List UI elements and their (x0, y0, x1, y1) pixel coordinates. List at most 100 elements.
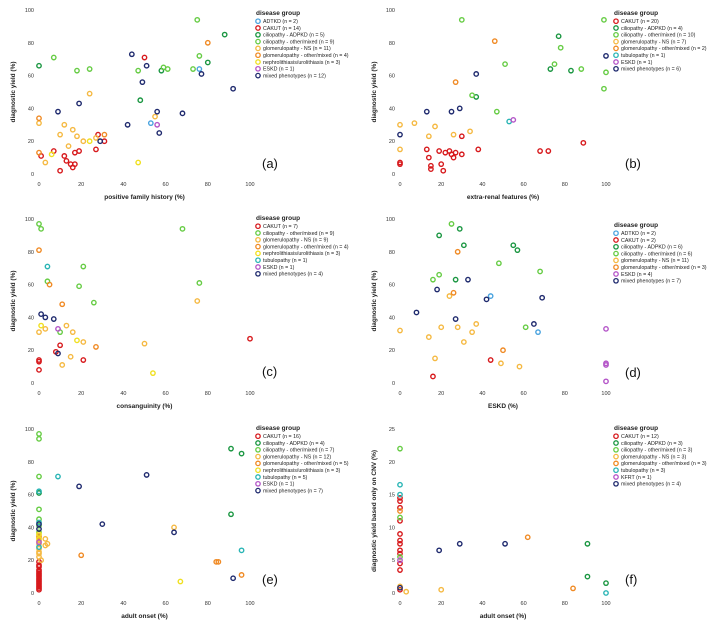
y-tick-label: 40 (389, 315, 395, 321)
data-point (458, 16, 465, 23)
data-point (69, 329, 76, 336)
legend-marker (255, 31, 261, 38)
data-point (425, 334, 432, 340)
x-tick-label: 80 (562, 601, 568, 607)
x-axis-label: ESKD (%) (488, 403, 518, 410)
legend-marker (613, 18, 619, 25)
data-point (469, 92, 475, 99)
data-point (238, 547, 245, 554)
data-point (76, 148, 82, 154)
legend-marker (255, 264, 261, 270)
data-point (423, 146, 430, 153)
data-point (74, 337, 80, 344)
x-tick-label: 60 (521, 182, 527, 188)
data-point (38, 225, 45, 232)
legend-entry: ESKD (n = 1) (263, 482, 295, 488)
legend-entry: ciliopathy - ADPKD (n = 6) (621, 245, 683, 251)
x-tick-label: 0 (37, 391, 40, 397)
panel-f: 0 20 40 60 80 100 0 5 10 15 20 25 adult onset (%) dia… (371, 425, 707, 620)
data-point (397, 567, 403, 573)
data-point (74, 67, 80, 74)
panel-label: (c) (262, 364, 277, 379)
data-point (430, 373, 436, 380)
data-point (551, 61, 558, 68)
data-point (141, 54, 148, 61)
data-point (469, 329, 475, 336)
legend-entry: ciliopathy - other/mixed (n = 3) (621, 448, 693, 454)
data-point (397, 327, 403, 334)
data-point (247, 335, 253, 342)
data-point (76, 483, 82, 490)
x-tick-label: 60 (163, 182, 169, 188)
data-point (465, 276, 471, 283)
data-point (135, 159, 142, 166)
data-point (204, 39, 211, 46)
data-point (141, 340, 148, 347)
legend-marker (613, 460, 619, 467)
legend-marker (613, 474, 619, 480)
legend-entry: mixed phenotypes (n = 4) (263, 272, 323, 278)
y-tick-label: 15 (389, 493, 395, 499)
legend-marker (613, 38, 619, 45)
legend-entry: glomerulopathy - other/mixed (n = 4) (263, 244, 349, 250)
data-point (150, 370, 156, 377)
data-point (179, 110, 186, 117)
legend-entry: ciliopathy - ADPKD (n = 5) (263, 33, 325, 39)
panel-e: 0 20 40 60 80 100 0 20 40 60 80 100 adult onset (%) d… (10, 425, 349, 620)
data-point (397, 531, 403, 537)
data-point (460, 242, 467, 249)
data-point (397, 514, 403, 521)
data-point (403, 588, 410, 595)
x-tick-label: 60 (163, 601, 169, 607)
data-point (557, 44, 564, 51)
data-point (80, 357, 87, 363)
data-point (143, 472, 150, 478)
x-tick-label: 40 (120, 391, 126, 397)
y-tick-label: 20 (389, 348, 395, 354)
data-point (36, 435, 42, 442)
data-point (397, 494, 403, 501)
data-point (36, 550, 42, 557)
data-point (473, 71, 480, 77)
x-tick-label: 0 (398, 601, 401, 607)
data-point (397, 504, 403, 511)
data-point (448, 221, 455, 227)
data-point (59, 362, 66, 368)
panel-label: (e) (262, 572, 278, 587)
legend-entry: ciliopathy - other/mixed (n = 6) (621, 251, 693, 257)
y-tick-label: 40 (28, 106, 34, 112)
data-point (397, 161, 403, 168)
legend-marker (255, 474, 261, 480)
data-point (397, 498, 403, 505)
data-point (397, 586, 403, 593)
data-point (584, 540, 591, 547)
data-point (547, 66, 554, 72)
legend-entry: CAKUT (n = 7) (263, 224, 298, 230)
y-tick-label: 0 (392, 172, 395, 178)
y-tick-label: 40 (389, 106, 395, 112)
legend-marker (255, 45, 261, 52)
data-point (425, 133, 432, 140)
data-point (55, 350, 61, 357)
legend-entry: glomerulopathy - other/mixed (n = 3) (621, 265, 707, 271)
data-point (537, 148, 543, 154)
data-point (454, 324, 461, 331)
data-point (57, 167, 63, 174)
data-point (55, 473, 61, 480)
y-axis-label: diagnostic yield (%) (371, 61, 378, 122)
y-tick-label: 100 (25, 217, 34, 223)
data-point (458, 133, 465, 140)
legend-entry: tubulopathy (n = 1) (263, 258, 308, 264)
x-tick-label: 80 (562, 391, 568, 397)
x-tick-label: 80 (205, 601, 211, 607)
legend-title: disease group (256, 10, 300, 17)
data-point (36, 358, 42, 365)
x-tick-label: 80 (205, 391, 211, 397)
data-point (510, 242, 517, 249)
y-axis-label: diagnostic yield based only on CNV (%) (371, 450, 378, 572)
legend-marker (613, 433, 619, 440)
data-point (568, 67, 574, 74)
x-axis-label: consanguinity (%) (117, 403, 173, 410)
data-point (50, 54, 57, 61)
data-point (601, 85, 607, 92)
